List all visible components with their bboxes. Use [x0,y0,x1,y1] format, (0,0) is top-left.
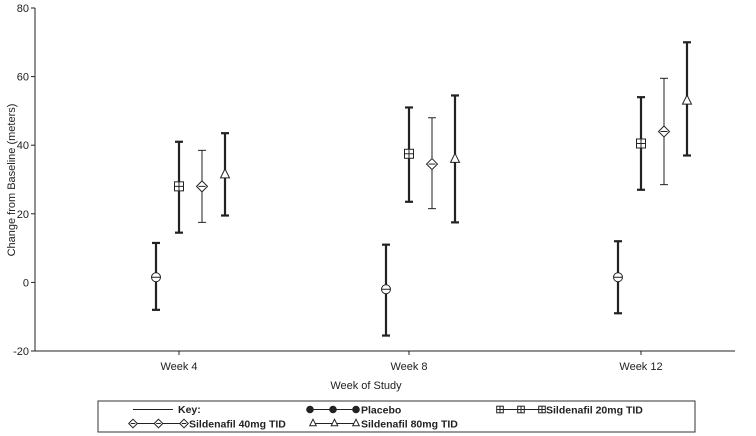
error-bar-point [404,106,414,203]
legend-box [97,400,696,433]
y-axis-ticks: -20 0 20 40 60 80 [13,3,35,358]
y-tick-label: 80 [17,3,29,15]
legend-marker [351,418,361,427]
y-tick-label: 40 [17,140,29,152]
mean-marker [613,272,623,283]
legend-marker [308,418,318,427]
mean-marker [449,152,461,163]
axes [34,8,735,352]
error-bar-point [636,96,646,191]
legend: Key: Placebo Sildenafil 20mg TID Sildenafi… [97,400,696,433]
error-bar-point [681,41,693,157]
legend-items: Placebo Sildenafil 20mg TID Sildenafil 40m… [127,405,643,431]
error-bar-point [613,240,623,315]
legend-item: Sildenafil 20mg TID [496,405,643,417]
legend-marker [330,418,339,427]
y-tick-label: -20 [13,346,29,358]
error-bar-point [174,140,184,234]
data-marks [151,41,693,337]
x-tick-label: Week 4 [160,361,197,373]
x-tick-label: Week 12 [619,361,662,373]
legend-marker [538,405,546,414]
legend-marker [517,405,525,414]
legend-marker [352,405,360,414]
y-tick-label: 60 [17,72,29,84]
legend-marker [153,418,164,429]
error-bar-point [425,117,439,210]
legend-label: Sildenafil 40mg TID [189,419,286,431]
mean-marker [657,125,671,138]
mean-marker [174,181,184,192]
legend-item: Placebo [306,405,401,417]
mean-marker [404,148,414,159]
legend-label: Sildenafil 80mg TID [361,419,458,431]
x-tick-label: Week 8 [390,361,427,373]
legend-item: Sildenafil 40mg TID [127,418,286,431]
error-bar-point [219,132,231,217]
legend-key-label: Key: [178,404,201,416]
legend-marker [306,405,314,414]
legend-marker [178,418,190,429]
y-axis-title: Change from Baseline (meters) [6,104,18,257]
error-bar-point [449,94,461,224]
mean-marker [636,138,646,149]
error-bar-point [657,77,671,186]
legend-marker [496,405,504,414]
legend-item: Sildenafil 80mg TID [308,418,458,431]
y-tick-label: 0 [23,277,29,289]
legend-label: Sildenafil 20mg TID [546,405,643,417]
y-tick-label: 20 [17,209,29,221]
mean-marker [381,284,391,295]
legend-label: Placebo [361,405,401,417]
mean-marker [219,167,231,179]
error-bar-point [381,243,391,337]
x-axis-ticks: Week 4 Week 8 Week 12 [160,351,663,373]
error-bar-point [195,149,209,223]
mean-marker [681,93,693,105]
mean-marker [195,180,209,193]
mean-marker [151,272,161,283]
legend-marker [329,405,337,414]
error-bar-point [151,241,161,311]
mean-marker [425,157,439,171]
legend-marker [127,418,139,429]
x-axis-title: Week of Study [330,380,402,392]
